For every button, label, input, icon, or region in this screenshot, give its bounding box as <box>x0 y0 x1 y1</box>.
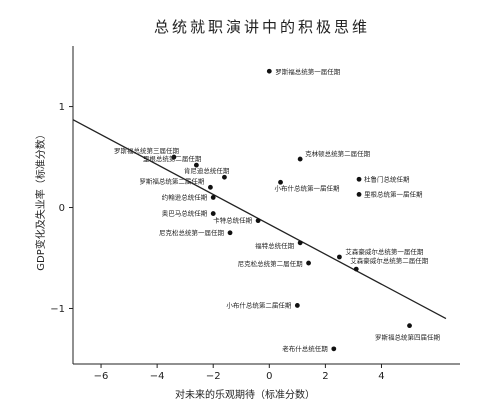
data-point <box>353 266 359 272</box>
point-label: 里根总统第一届任期 <box>364 189 423 198</box>
data-point <box>337 254 342 260</box>
data-point <box>278 179 283 185</box>
point-label: 克林顿总统第二届任期 <box>305 149 371 158</box>
point-label: 尼克松总统第一届任期 <box>159 228 225 237</box>
point-label: 福特总统任期 <box>255 241 295 250</box>
data-point <box>193 162 199 168</box>
point-label: 奥巴马总统任期 <box>162 209 208 218</box>
point-label: 里根总统第二届任期 <box>143 154 202 163</box>
data-point <box>294 303 300 308</box>
data-point <box>208 184 213 190</box>
x-tick-label: 4 <box>378 371 384 382</box>
x-tick-label: 0 <box>266 371 272 382</box>
point-label: 罗斯福总统第四届任期 <box>375 333 441 342</box>
data-point <box>222 174 227 180</box>
point-label: 罗斯福总统第三届任期 <box>114 146 180 155</box>
point-label: 约翰逊总统任期 <box>162 192 208 201</box>
y-tick-label: −1 <box>50 304 65 315</box>
x-tick-label: −2 <box>206 371 221 382</box>
data-point <box>210 211 216 216</box>
y-tick-label: 0 <box>59 203 65 214</box>
axes: −6 −4 −2 0 2 4 −1 0 1 <box>50 46 460 382</box>
point-label: 卡特总统任期 <box>213 216 253 225</box>
data-point <box>266 68 272 74</box>
point-label: 罗斯福总统第一届任期 <box>275 67 341 76</box>
x-tick-label: −6 <box>94 371 109 382</box>
data-point <box>171 154 177 160</box>
point-label: 杜鲁门总统任期 <box>364 174 410 183</box>
point-label: 艾森豪威尔总统第一届任期 <box>345 247 424 256</box>
data-point <box>210 195 216 200</box>
x-tick-label: −4 <box>150 371 165 382</box>
point-label: 肯尼迪总统任期 <box>184 166 230 175</box>
point-label: 罗斯福总统第二届任期 <box>139 176 205 185</box>
data-point <box>306 260 311 266</box>
point-label: 艾森豪威尔总统第二届任期 <box>350 256 429 265</box>
chart-title: 总统就职演讲中的积极思维 <box>154 18 370 36</box>
point-label: 老布什总统任期 <box>282 344 328 353</box>
data-point <box>407 323 412 329</box>
x-axis-label: 对未来的乐观期待（标准分数） <box>175 388 315 401</box>
point-label: 小布什总统第二届任期 <box>226 300 292 309</box>
point-label: 尼克松总统第二届任期 <box>238 259 304 268</box>
data-point <box>331 346 337 352</box>
data-point <box>297 240 303 246</box>
y-axis-label: GDP变化及失业率（标准分数） <box>34 129 47 270</box>
data-point <box>297 156 303 162</box>
data-point <box>255 218 261 224</box>
data-point <box>356 176 362 182</box>
data-point <box>227 230 233 236</box>
point-label: 小布什总统第一届任期 <box>275 183 341 192</box>
y-tick-label: 1 <box>59 102 65 113</box>
x-tick-label: 2 <box>322 371 328 382</box>
data-point <box>356 192 362 197</box>
